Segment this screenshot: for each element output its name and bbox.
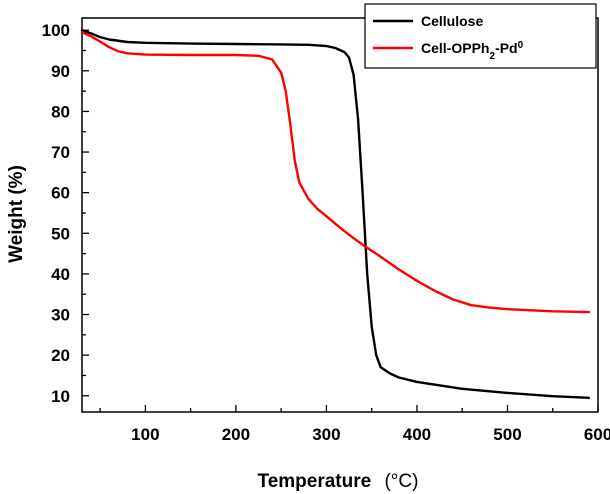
y-axis-title: Weight (%)	[6, 165, 27, 263]
legend-box	[364, 3, 597, 69]
y-tick-label: 80	[51, 102, 70, 121]
legend: Cellulose Cell-OPPh2-Pd0	[364, 3, 597, 69]
x-tick-label: 200	[222, 425, 250, 444]
y-tick-label: 100	[42, 21, 70, 40]
legend-label-part: -Pd	[495, 40, 518, 56]
y-tick-label: 20	[51, 346, 70, 365]
series-line-cellulose	[80, 29, 591, 399]
legend-label-part: 0	[518, 40, 524, 51]
legend-label-part: 2	[489, 51, 495, 62]
x-tick-label: 400	[403, 425, 431, 444]
y-tick-label: 60	[51, 184, 70, 203]
legend-label-part: Cell-OPPh	[421, 40, 489, 56]
y-tick-label: 40	[51, 265, 70, 284]
x-axis-unit: (°C)	[384, 471, 418, 492]
y-axis: 10 20 30 40 50 60 70 80 90 100	[42, 21, 89, 406]
plot-frame	[81, 17, 599, 413]
y-tick-label: 50	[51, 224, 70, 243]
y-tick-label: 10	[51, 387, 70, 406]
y-tick-label: 30	[51, 306, 70, 325]
x-axis-label: Temperature	[258, 471, 372, 492]
x-tick-label: 500	[493, 425, 521, 444]
y-tick-label: 70	[51, 143, 70, 162]
x-axis: 100 200 300 400 500 600	[99, 405, 610, 444]
x-tick-label: 300	[312, 425, 340, 444]
legend-label: Cellulose	[421, 13, 483, 29]
x-tick-label: 100	[131, 425, 159, 444]
legend-label: Cell-OPPh2-Pd0	[421, 40, 524, 62]
x-axis-title: Temperature (°C)	[258, 471, 419, 492]
y-tick-label: 90	[51, 62, 70, 81]
legend-label-part: Cellulose	[421, 13, 483, 29]
x-tick-label: 600	[584, 425, 610, 444]
series-line-cell-opph2-pd0	[80, 31, 591, 314]
plot-border	[81, 17, 599, 413]
plot-series	[80, 29, 591, 399]
